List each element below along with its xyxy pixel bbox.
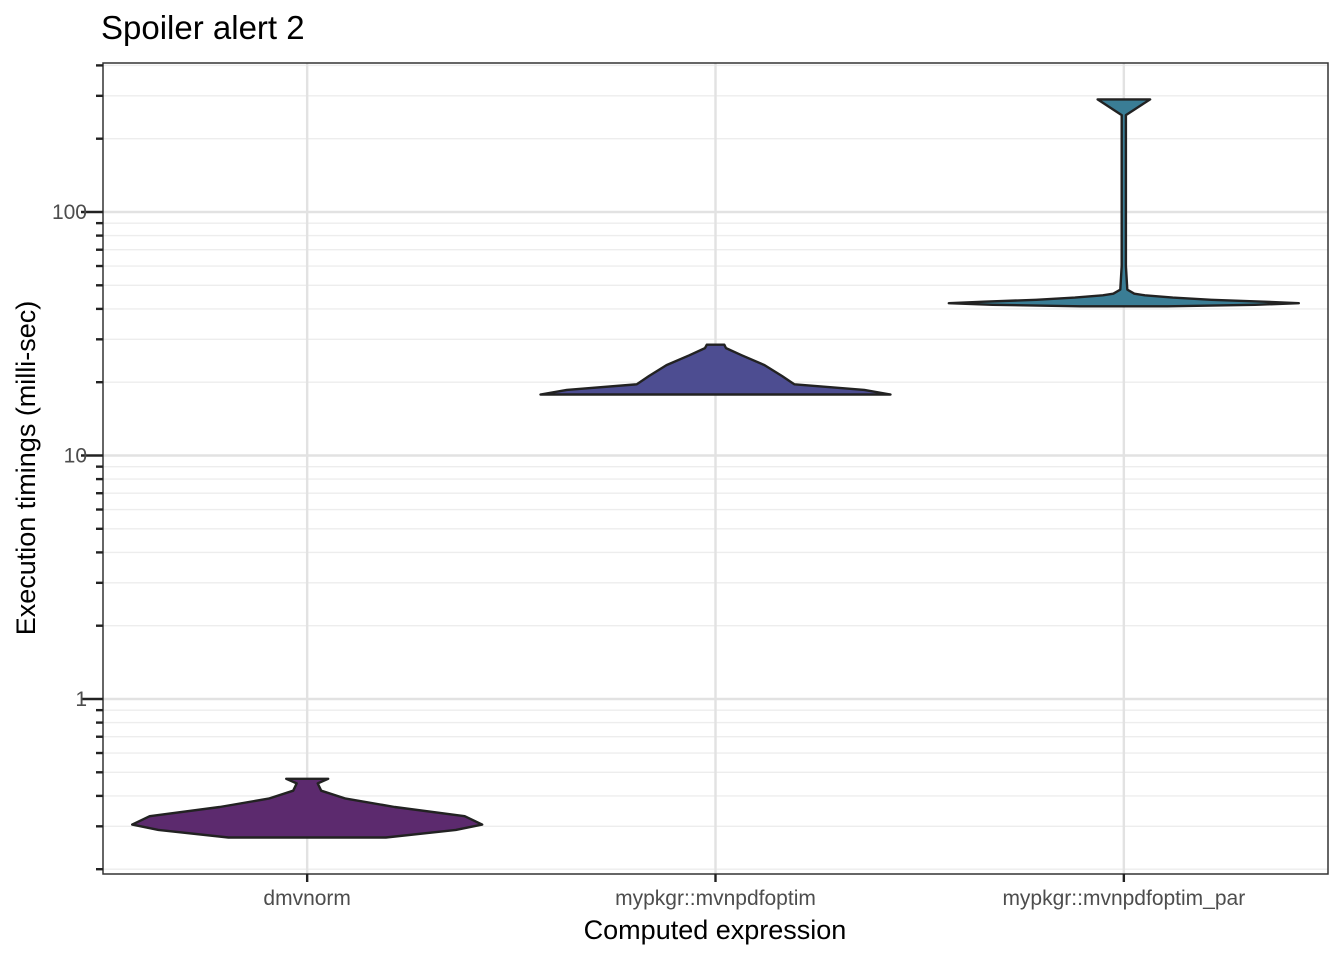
y-axis-title: Execution timings (milli-sec): [11, 301, 41, 636]
y-tick-label: 1: [75, 688, 87, 711]
y-tick-label: 100: [52, 201, 87, 224]
x-tick-label: mypkgr::mvnpdfoptim: [615, 887, 816, 910]
y-tick-label: 10: [64, 445, 87, 468]
x-axis-title: Computed expression: [584, 915, 847, 945]
chart-title: Spoiler alert 2: [101, 9, 305, 46]
violin-dmvnorm: [131, 777, 484, 839]
violins: [131, 98, 1300, 839]
violin-mypkgr-mvnpdfoptim-par: [947, 98, 1300, 308]
violin-mypkgr-mvnpdfoptim: [539, 343, 892, 396]
x-tick-label: mypkgr::mvnpdfoptim_par: [1002, 887, 1245, 910]
x-tick-label: dmvnorm: [263, 887, 351, 910]
